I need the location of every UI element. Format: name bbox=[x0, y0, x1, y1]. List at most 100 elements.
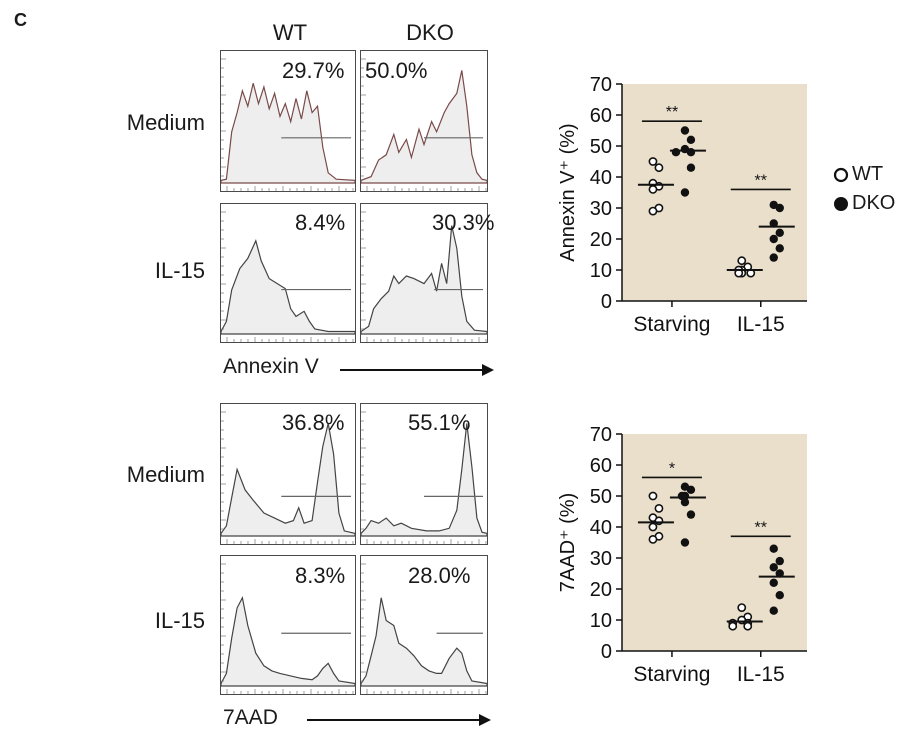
histogram-wt-il15-annexin bbox=[220, 203, 356, 343]
histogram-curve bbox=[221, 423, 355, 537]
percentage-label: 8.3% bbox=[295, 563, 346, 588]
data-point-wt bbox=[648, 535, 658, 544]
percentage-label: 50.0% bbox=[365, 58, 428, 83]
y-axis-label: 7AAD⁺ (%) bbox=[557, 493, 579, 592]
histogram-curve bbox=[361, 423, 487, 537]
y-tick-label: 0 bbox=[601, 291, 612, 313]
histogram-wt-medium-annexin bbox=[220, 50, 356, 192]
column-label-wt: WT bbox=[272, 20, 308, 45]
percentage-label: 36.8% bbox=[282, 410, 345, 435]
data-point-dko bbox=[775, 556, 784, 566]
histogram-dko-il15-annexin bbox=[360, 203, 488, 343]
y-tick-label: 70 bbox=[590, 74, 612, 96]
significance-label: * bbox=[669, 460, 675, 477]
data-point-dko bbox=[769, 563, 778, 572]
x-tick-label: Starving bbox=[633, 663, 710, 686]
data-point-wt bbox=[648, 206, 658, 216]
row-label-il15-annexin: IL-15 bbox=[154, 258, 205, 283]
y-tick-label: 60 bbox=[590, 455, 612, 477]
data-point-wt bbox=[743, 621, 753, 631]
histogram-dko-medium-annexin bbox=[360, 50, 488, 192]
y-axis-label: Annexin V⁺ (%) bbox=[557, 123, 579, 261]
data-point-wt bbox=[654, 504, 664, 513]
data-point-wt bbox=[654, 163, 664, 173]
data-point-dko bbox=[680, 538, 690, 547]
y-tick-label: 50 bbox=[590, 486, 612, 508]
data-point-dko bbox=[769, 234, 778, 244]
data-point-wt bbox=[648, 522, 658, 532]
data-point-wt bbox=[648, 157, 658, 166]
legend-wt-label: WT bbox=[852, 163, 884, 185]
7aad-axis-arrow bbox=[307, 714, 491, 726]
y-tick-label: 40 bbox=[590, 167, 612, 189]
percentage-label: 28.0% bbox=[408, 563, 471, 588]
y-tick-label: 60 bbox=[590, 105, 612, 127]
data-point-dko bbox=[769, 606, 778, 615]
data-point-dko bbox=[775, 591, 784, 600]
column-label-dko: DKO bbox=[406, 20, 454, 45]
x-tick-label: IL-15 bbox=[737, 313, 785, 336]
data-point-dko bbox=[680, 498, 690, 507]
legend-dko-label: DKO bbox=[852, 192, 896, 214]
row-label-il15-7aad: IL-15 bbox=[154, 608, 205, 633]
histogram-curve bbox=[361, 597, 487, 687]
data-point-wt bbox=[648, 185, 658, 194]
histogram-curve bbox=[361, 225, 487, 335]
data-point-dko bbox=[686, 163, 696, 172]
data-point-dko bbox=[671, 148, 681, 157]
data-point-dko bbox=[686, 135, 696, 144]
row-label-medium-7aad: Medium bbox=[126, 462, 205, 487]
data-point-wt bbox=[728, 621, 738, 631]
histogram-dko-il15-7aad bbox=[360, 555, 488, 695]
data-point-wt bbox=[648, 491, 658, 501]
data-point-dko bbox=[769, 578, 778, 587]
histogram-wt-medium-7aad bbox=[220, 403, 356, 545]
significance-label: ** bbox=[666, 104, 678, 121]
y-tick-label: 30 bbox=[590, 548, 612, 570]
x-tick-label: IL-15 bbox=[737, 663, 785, 686]
percentage-label: 55.1% bbox=[408, 410, 471, 435]
percentage-label: 8.4% bbox=[295, 210, 346, 235]
histogram-wt-il15-7aad bbox=[220, 555, 356, 695]
data-point-dko bbox=[686, 510, 696, 519]
annexin-axis-label: Annexin V bbox=[223, 355, 319, 378]
data-point-dko bbox=[686, 485, 696, 494]
panel-letter: C bbox=[14, 10, 27, 30]
y-tick-label: 0 bbox=[601, 641, 612, 663]
y-tick-label: 70 bbox=[590, 424, 612, 446]
annexin-scatter-chart: 0 10 20 30 40 50 60 70 Starving IL-15 Annexin V⁺ (… bbox=[557, 74, 807, 336]
7aad-axis-label: 7AAD bbox=[223, 706, 278, 729]
y-tick-label: 20 bbox=[590, 579, 612, 601]
data-point-dko bbox=[769, 544, 778, 553]
data-point-dko bbox=[775, 569, 784, 578]
annexin-axis-arrow bbox=[340, 364, 494, 376]
data-point-dko bbox=[769, 253, 778, 262]
data-point-wt bbox=[737, 256, 747, 266]
significance-label: ** bbox=[755, 172, 767, 189]
plot-area bbox=[622, 84, 807, 301]
percentage-label: 30.3% bbox=[432, 210, 495, 235]
histogram-curve bbox=[221, 596, 355, 687]
y-tick-label: 10 bbox=[590, 260, 612, 282]
data-point-dko bbox=[686, 148, 696, 157]
x-tick-label: Starving bbox=[633, 313, 710, 336]
data-point-dko bbox=[775, 228, 784, 237]
data-point-dko bbox=[775, 203, 784, 213]
data-point-dko bbox=[680, 188, 690, 197]
histogram-curve bbox=[361, 70, 487, 184]
legend-wt-marker bbox=[833, 167, 849, 183]
histogram-curve bbox=[221, 83, 355, 184]
histogram-curve bbox=[221, 239, 355, 335]
y-tick-label: 30 bbox=[590, 198, 612, 220]
y-tick-label: 40 bbox=[590, 517, 612, 539]
y-tick-label: 10 bbox=[590, 610, 612, 632]
y-tick-label: 50 bbox=[590, 136, 612, 158]
significance-label: ** bbox=[755, 519, 767, 536]
plot-area bbox=[622, 434, 807, 651]
histogram-dko-medium-7aad bbox=[360, 403, 488, 545]
data-point-dko bbox=[775, 244, 784, 253]
row-label-medium-annexin: Medium bbox=[126, 110, 205, 135]
legend-dko-marker bbox=[834, 197, 848, 211]
percentage-label: 29.7% bbox=[282, 58, 345, 83]
